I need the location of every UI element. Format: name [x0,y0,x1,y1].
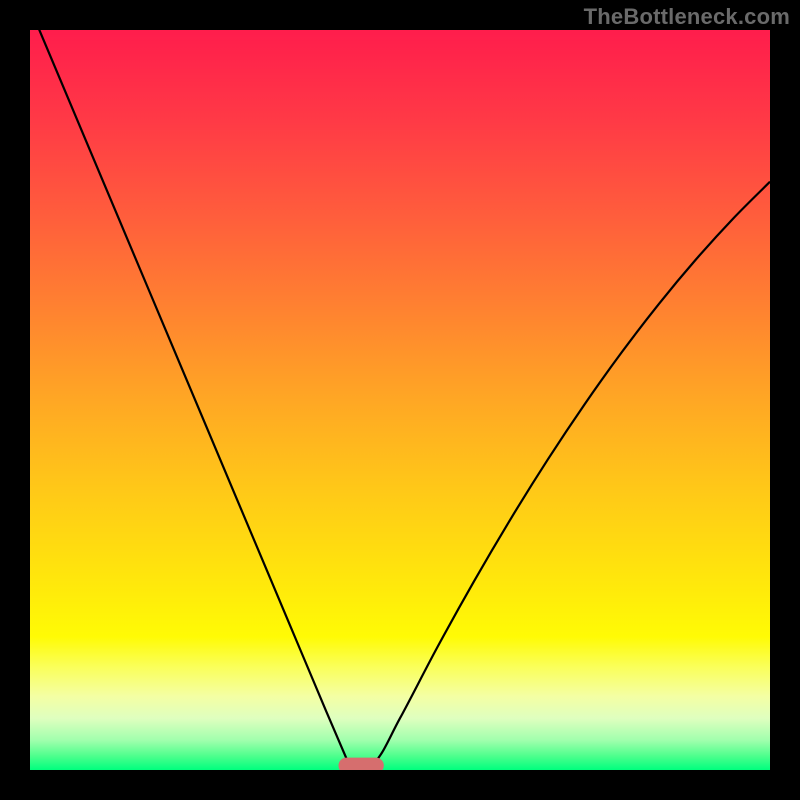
chart-gradient-background [30,30,770,770]
chart-stage: TheBottleneck.com [0,0,800,800]
bottleneck-chart [0,0,800,800]
watermark-text: TheBottleneck.com [584,4,790,30]
